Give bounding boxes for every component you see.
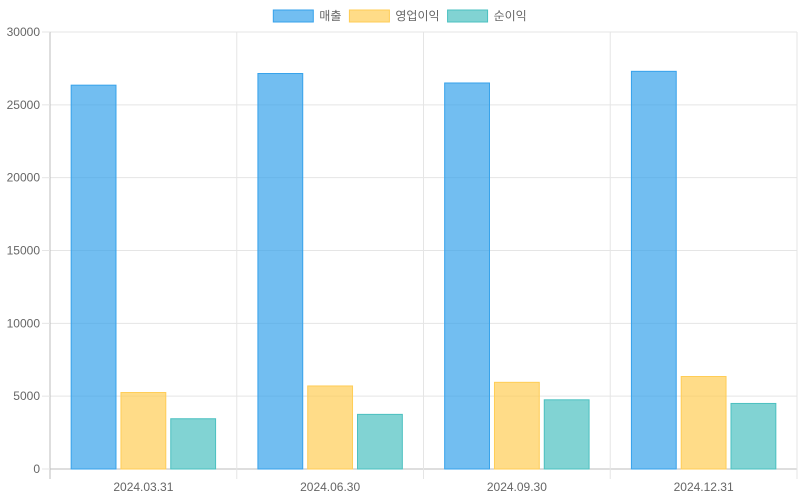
legend-swatch[interactable]: [272, 9, 314, 23]
bar[interactable]: [680, 376, 727, 470]
bar[interactable]: [170, 418, 217, 470]
y-tick-label: 15000: [7, 244, 41, 258]
bar[interactable]: [730, 402, 777, 470]
bar[interactable]: [70, 84, 117, 470]
y-tick-label: 5000: [13, 389, 40, 403]
legend-label: 매출: [319, 9, 341, 23]
bar[interactable]: [307, 385, 354, 470]
y-tick-label: 0: [33, 462, 40, 476]
bar[interactable]: [493, 381, 540, 470]
bars: [70, 70, 777, 470]
bar[interactable]: [630, 70, 677, 470]
bar[interactable]: [444, 82, 490, 470]
bar[interactable]: [357, 413, 403, 470]
y-tick-label: 30000: [7, 25, 41, 39]
legend-swatch[interactable]: [447, 9, 489, 23]
x-tick-label: 2024.09.30: [487, 480, 547, 494]
legend[interactable]: 매출 영업이익 순이익: [272, 9, 527, 23]
y-tick-label: 25000: [7, 98, 41, 112]
legend-swatch[interactable]: [348, 9, 390, 23]
legend-label: 순이익: [494, 9, 527, 23]
y-tick-label: 10000: [7, 316, 41, 330]
legend-label: 영업이익: [395, 9, 439, 23]
bar[interactable]: [543, 399, 590, 470]
axes: 0 5000 10000 15000 20000 25000 30000 2024.03.31…: [7, 25, 734, 494]
y-tick-label: 20000: [7, 171, 41, 185]
x-tick-label: 2024.03.31: [113, 480, 173, 494]
bar[interactable]: [120, 392, 167, 470]
grid-lines: [49, 31, 798, 479]
bar[interactable]: [257, 73, 304, 470]
x-tick-label: 2024.06.30: [300, 480, 360, 494]
x-tick-label: 2024.12.31: [674, 480, 734, 494]
